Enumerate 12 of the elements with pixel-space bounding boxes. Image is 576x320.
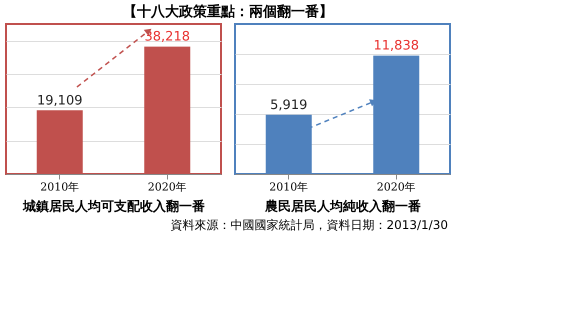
chart-title: 【十八大政策重點：兩個翻一番】 [123,4,333,20]
x-axis-title: 城鎮居民人均可支配收入翻一番 [22,198,205,214]
data-label: 19,109 [37,93,82,108]
data-label: 5,919 [270,98,308,113]
x-tick-label: 2020年 [148,180,187,194]
source-note: 資料來源：中國國家統計局，資料日期：2013/1/30 [170,218,448,232]
x-tick-label: 2010年 [269,180,308,194]
data-label: 38,218 [144,30,190,45]
x-tick-label: 2020年 [376,180,416,194]
data-label: 11,838 [374,38,419,54]
x-axis-title: 農民居民人均純收入翻一番 [264,198,421,214]
x-tick-label: 2010年 [40,180,80,194]
